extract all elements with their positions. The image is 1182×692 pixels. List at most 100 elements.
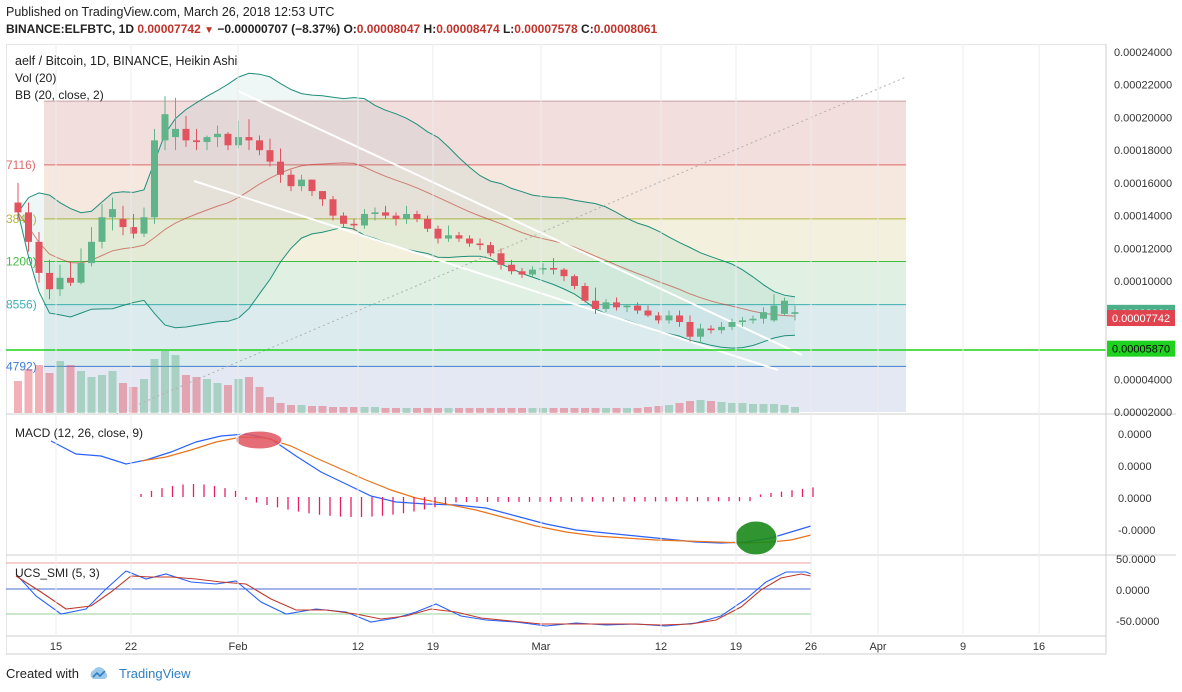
- volume-bar: [602, 408, 610, 413]
- price-tick-label: 0.00002000: [1114, 407, 1172, 419]
- candle: [35, 232, 43, 283]
- candle-body: [613, 302, 620, 308]
- high-value: 0.00008474: [436, 22, 500, 36]
- candle: [770, 294, 778, 322]
- fib-level-label: 8556): [6, 298, 37, 312]
- wedge-lower-line[interactable]: [193, 180, 779, 371]
- volume-legend[interactable]: Vol (20): [15, 71, 56, 85]
- candle: [571, 274, 578, 290]
- candle: [413, 210, 421, 223]
- candle-body: [98, 217, 106, 242]
- tradingview-link[interactable]: TradingView: [118, 666, 191, 681]
- fib-level-label: 7116): [6, 158, 36, 172]
- candle-body: [728, 322, 736, 327]
- bb-basis: [17, 162, 796, 317]
- candle-body: [434, 228, 442, 239]
- smi-line: [15, 570, 812, 627]
- macd-tick-label: 0.0000: [1118, 429, 1152, 441]
- candle: [392, 212, 400, 226]
- volume-bar: [161, 351, 169, 413]
- volume-bar: [87, 377, 96, 413]
- candle-body: [676, 315, 683, 322]
- macd-tick-label: -0.0000: [1118, 525, 1155, 537]
- volume-bar: [56, 361, 64, 413]
- candle: [403, 205, 410, 224]
- price-axis[interactable]: 0.00024000 0.00022000 0.00020000 0.00018000…: [1107, 47, 1175, 419]
- open-label: O:: [343, 22, 357, 36]
- candle: [14, 182, 22, 221]
- candle: [46, 259, 53, 300]
- candle-body: [550, 268, 557, 270]
- volume-bar: [224, 385, 232, 413]
- chart-frame[interactable]: 7116)3844)1200)8556)4792) 0.000240000.00…: [6, 44, 1176, 656]
- volume-bar: [591, 408, 600, 413]
- volume-bar: [339, 407, 348, 413]
- volume-bar: [497, 408, 505, 413]
- symbol-label: BINANCE:ELFBTC, 1D: [6, 22, 134, 36]
- time-tick-label: 15: [50, 641, 62, 653]
- candle-body: [791, 312, 799, 314]
- chart-title: aelf / Bitcoin, 1D, BINANCE, Heikin Ashi: [15, 54, 237, 68]
- time-axis[interactable]: 15 22 Feb 12 19 Mar 12 19 26 Apr 9 16: [6, 44, 1106, 653]
- candle: [329, 196, 337, 221]
- macd-bull-cross-marker: [734, 520, 778, 556]
- candle-body: [25, 212, 32, 242]
- close-value: 0.00008061: [593, 22, 658, 36]
- macd-legend[interactable]: MACD (12, 26, close, 9): [15, 426, 143, 440]
- candle-body: [445, 235, 452, 239]
- tradingview-cloud-icon: [90, 666, 108, 679]
- volume-bar: [308, 406, 316, 413]
- candle-body: [529, 269, 536, 275]
- candle-body: [686, 322, 694, 337]
- candle-body: [193, 140, 200, 142]
- volume-bar: [392, 408, 400, 413]
- candle: [529, 266, 536, 278]
- candle: [25, 202, 32, 252]
- candle: [214, 125, 221, 147]
- candle-body: [182, 128, 190, 141]
- candle: [350, 218, 358, 231]
- candle-body: [392, 215, 400, 219]
- macd-axis[interactable]: 0.0000 0.0000 0.0000 -0.0000: [1118, 429, 1155, 537]
- fib-band: [44, 218, 906, 262]
- candle-body: [655, 315, 662, 321]
- dotted-trendline[interactable]: [115, 76, 907, 415]
- smi-tick-label: -50.0000: [1116, 616, 1159, 628]
- time-tick-label: 26: [805, 641, 817, 653]
- open-value: 0.00008047: [356, 22, 421, 36]
- price-tag-label: 0.00005870: [1112, 344, 1170, 356]
- volume-bar: [717, 402, 726, 413]
- price-tag-bg: [1107, 340, 1175, 357]
- wedge-upper-line[interactable]: [237, 90, 803, 356]
- fib-bands: 7116)3844)1200)8556)4792): [6, 100, 906, 412]
- created-with-label: Created with: [6, 666, 79, 681]
- candle-body: [424, 218, 431, 229]
- candle: [67, 261, 74, 286]
- down-arrow-icon: ▼: [204, 25, 214, 36]
- volume-bar: [633, 408, 642, 413]
- bb-legend[interactable]: BB (20, close, 2): [15, 88, 104, 102]
- smi-signal-line: [15, 573, 812, 626]
- smi-legend[interactable]: UCS_SMI (5, 3): [15, 566, 100, 580]
- candle-body: [718, 326, 725, 331]
- smi-axis[interactable]: 50.0000 0.0000 -50.0000: [1116, 554, 1159, 628]
- volume-bar: [129, 387, 138, 413]
- volume-bar: [203, 379, 211, 413]
- candle-body: [350, 223, 358, 226]
- volume-bar: [749, 404, 757, 413]
- candle: [77, 248, 85, 285]
- volume-bar: [108, 371, 117, 413]
- candle-body: [644, 310, 652, 316]
- time-tick-label: 19: [730, 641, 742, 653]
- volume-bar: [770, 404, 778, 413]
- change-value: −0.00000707 (−8.37%): [217, 22, 341, 36]
- candle-body: [361, 214, 368, 226]
- volume-bar: [612, 408, 621, 413]
- smi-tick-label: 50.0000: [1116, 554, 1156, 566]
- volume-bar: [150, 359, 159, 413]
- volume-bar: [413, 408, 421, 413]
- time-tick-label: 12: [655, 641, 667, 653]
- quote-line: BINANCE:ELFBTC, 1D 0.00007742 ▼ −0.00000…: [6, 22, 657, 36]
- volume-bar: [287, 405, 295, 413]
- candle-body: [371, 212, 379, 214]
